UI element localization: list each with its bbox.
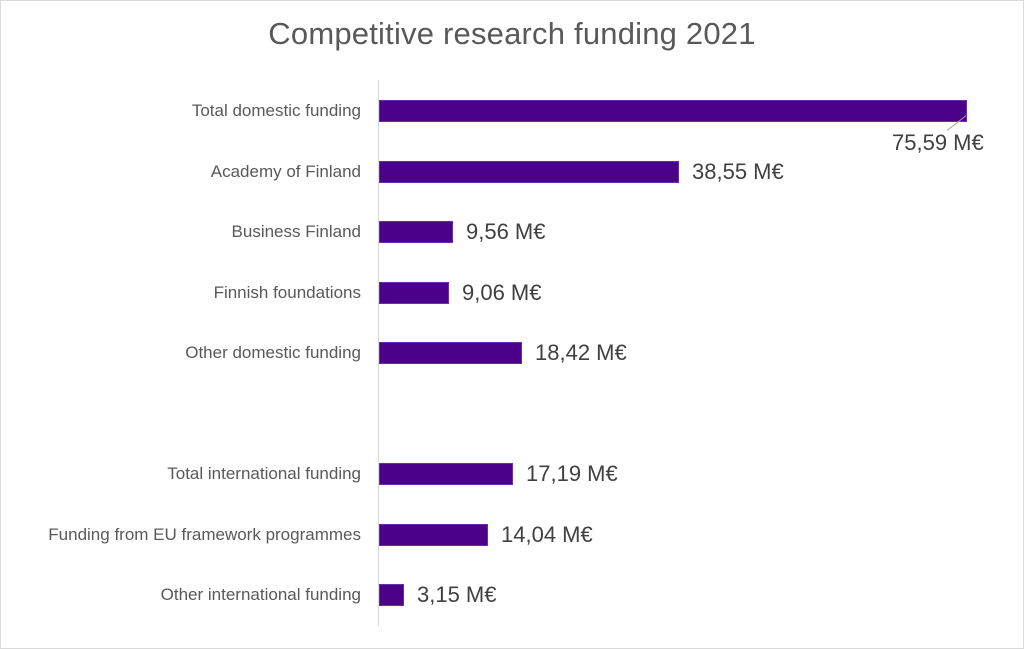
category-label: Other domestic funding	[185, 343, 361, 362]
bar-row: Other domestic funding 18,42 M€	[0, 340, 1024, 365]
category-label: Total domestic funding	[191, 101, 361, 120]
bar	[379, 282, 449, 304]
chart-title: Competitive research funding 2021	[268, 16, 756, 51]
bar-row: Finnish foundations 9,06 M€	[0, 280, 1024, 305]
category-label: Total international funding	[167, 464, 361, 483]
bar-row: Total international funding 17,19 M€	[0, 461, 1024, 486]
value-label: 3,15 M€	[417, 582, 497, 607]
bar-row: Academy of Finland 38,55 M€	[0, 159, 1024, 184]
bar-row: Business Finland 9,56 M€	[0, 219, 1024, 244]
bar	[379, 221, 453, 243]
category-label: Finnish foundations	[213, 283, 361, 302]
bar	[379, 463, 513, 485]
value-label: 18,42 M€	[535, 340, 627, 365]
bar	[379, 524, 488, 546]
value-label: 9,06 M€	[462, 280, 542, 305]
bar	[379, 161, 679, 183]
value-label: 14,04 M€	[501, 522, 593, 547]
value-label: 17,19 M€	[526, 461, 618, 486]
category-label: Other international funding	[160, 585, 361, 604]
category-label: Academy of Finland	[210, 162, 361, 181]
value-label: 75,59 M€	[892, 130, 984, 155]
bar	[379, 100, 967, 122]
bar	[379, 584, 404, 606]
category-label: Business Finland	[231, 222, 361, 241]
bar-row: Total domestic funding 75,59 M€	[0, 100, 1024, 155]
bar-row: Funding from EU framework programmes 14,0…	[0, 522, 1024, 547]
bar-row: Other international funding 3,15 M€	[0, 582, 1024, 607]
category-axis-line	[378, 80, 379, 626]
value-label: 38,55 M€	[692, 159, 784, 184]
bar	[379, 342, 522, 364]
category-label: Funding from EU framework programmes	[48, 525, 361, 544]
value-label: 9,56 M€	[466, 219, 546, 244]
